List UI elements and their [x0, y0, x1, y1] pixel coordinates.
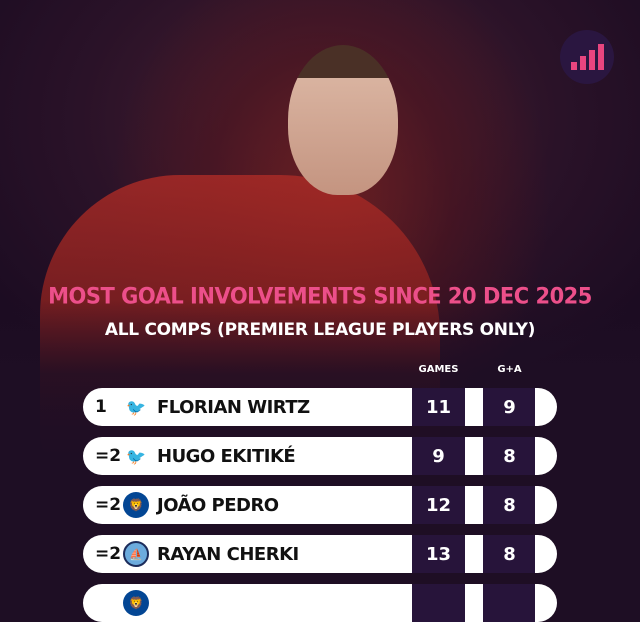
- table-row: 🦁: [83, 584, 557, 622]
- games-value: 9: [412, 437, 465, 475]
- rank: 1: [95, 397, 107, 417]
- page-title: MOST GOAL INVOLVEMENTS SINCE 20 DEC 2025: [48, 283, 592, 309]
- page-subtitle: ALL COMPS (PREMIER LEAGUE PLAYERS ONLY): [104, 320, 536, 340]
- table-row: =2 🦁 JOÃO PEDRO 12 8: [83, 486, 557, 524]
- rank: =2: [95, 495, 122, 515]
- liverpool-crest-icon: 🐦: [126, 446, 146, 466]
- ga-value: 8: [483, 535, 536, 573]
- player-name: HUGO EKITIKÉ: [157, 445, 296, 467]
- games-value: 13: [412, 535, 465, 573]
- row-end-cap: [535, 584, 557, 622]
- ga-value: 8: [483, 486, 536, 524]
- row-end-cap: [535, 388, 557, 426]
- divider: [465, 535, 483, 573]
- player-cell: 🦁: [83, 584, 412, 622]
- ga-value: 8: [483, 437, 536, 475]
- ga-value: [483, 584, 536, 622]
- brand-logo-icon: [560, 30, 614, 84]
- header-games: GAMES: [418, 364, 459, 375]
- player-cell: =2 ⛵ RAYAN CHERKI: [83, 535, 412, 573]
- man-city-crest-icon: ⛵: [123, 541, 149, 567]
- player-cell: 1 🐦 FLORIAN WIRTZ: [83, 388, 412, 426]
- player-name: RAYAN CHERKI: [157, 543, 299, 565]
- divider: [465, 388, 483, 426]
- row-end-cap: [535, 437, 557, 475]
- player-cell: =2 🦁 JOÃO PEDRO: [83, 486, 412, 524]
- player-photo-head: [288, 45, 398, 195]
- games-value: [412, 584, 465, 622]
- table-row: =2 🐦 HUGO EKITIKÉ 9 8: [83, 437, 557, 475]
- divider: [465, 584, 483, 622]
- games-value: 12: [412, 486, 465, 524]
- player-name: JOÃO PEDRO: [157, 494, 279, 516]
- chelsea-crest-icon: 🦁: [123, 492, 149, 518]
- divider: [465, 486, 483, 524]
- games-value: 11: [412, 388, 465, 426]
- player-cell: =2 🐦 HUGO EKITIKÉ: [83, 437, 412, 475]
- header-ga: G+A: [497, 364, 522, 375]
- ga-value: 9: [483, 388, 536, 426]
- table-row: =2 ⛵ RAYAN CHERKI 13 8: [83, 535, 557, 573]
- row-end-cap: [535, 535, 557, 573]
- table-row: 1 🐦 FLORIAN WIRTZ 11 9: [83, 388, 557, 426]
- rank: =2: [95, 446, 122, 466]
- chelsea-crest-icon: 🦁: [123, 590, 149, 616]
- row-end-cap: [535, 486, 557, 524]
- player-name: FLORIAN WIRTZ: [157, 396, 310, 418]
- divider: [465, 437, 483, 475]
- liverpool-crest-icon: 🐦: [126, 397, 146, 417]
- rank: =2: [95, 544, 122, 564]
